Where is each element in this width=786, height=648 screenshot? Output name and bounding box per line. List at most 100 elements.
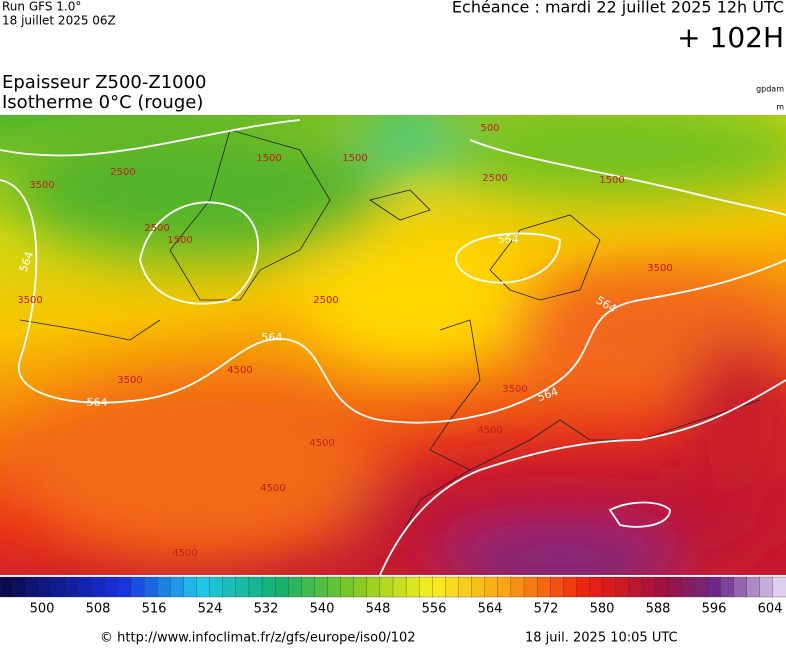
colorbar: 500 508 516 524 532 540 548 556 564 572 580 588 596 6… [0,576,786,617]
colorbar-swatch [209,576,224,598]
colorbar-tick-label: 524 [198,602,223,617]
colorbar-swatch [78,576,93,598]
thickness-label: 564 [262,331,283,344]
colorbar-swatch [26,576,40,598]
colorbar-swatch [235,576,250,598]
colorbar-swatch [707,576,722,598]
colorbar-tick-label: 532 [254,602,279,617]
colorbar-swatch [615,576,630,598]
colorbar-swatch [694,576,709,598]
colorbar-tick-label: 604 [758,602,783,617]
isotherm-label: 4500 [309,438,334,449]
colorbar-swatch [379,576,394,598]
colorbar-swatch [641,576,656,598]
run: Run GFS 1.0° [2,0,81,14]
isotherm-label: 3500 [647,263,672,274]
colorbar-swatch [183,576,198,598]
colorbar-swatch [170,576,185,598]
colorbar-swatch [772,576,786,598]
isotherm-label: 1500 [342,153,367,164]
colorbar-swatch [65,576,80,598]
colorbar-swatch [458,576,473,598]
colorbar-swatch [550,576,564,598]
colorbar-swatch [39,576,54,598]
isotherm-label: 3500 [29,180,54,191]
colorbar-swatch [602,576,617,598]
colorbar-swatch [0,576,14,598]
isotherm-label: 1500 [599,175,624,186]
lead-time: + 102H [677,21,784,54]
colorbar-swatch [746,576,761,598]
thickness-label: 564 [87,396,108,409]
colorbar-swatch [130,576,145,598]
colorbar-swatch [353,576,368,598]
generated: 18 juil. 2025 10:05 UTC [525,631,678,646]
colorbar-swatch [288,576,302,598]
colorbar-swatch [104,576,119,598]
isotherm-label: 3500 [117,375,142,386]
colorbar-swatch [536,576,551,598]
colorbar-swatch [720,576,735,598]
colorbar-swatch [248,576,263,598]
colorbar-swatch [523,576,538,598]
colorbar-tick-label: 556 [422,602,447,617]
colorbar-swatch [157,576,171,598]
colorbar-tick-label: 500 [30,602,55,617]
colorbar-swatch [274,576,289,598]
isotherm-label: 3500 [17,295,42,306]
thickness-contours [0,119,786,575]
colorbar-swatch [52,576,67,598]
colorbar-swatch [91,576,106,598]
colorbar-swatch [733,576,748,598]
colorbar-tick-label: 580 [590,602,615,617]
isotherm-label: 3500 [502,384,527,395]
isotherm-label: 4500 [477,425,502,436]
isotherm-label: 4500 [172,548,197,559]
colorbar-tick-label: 548 [366,602,391,617]
isotherm-label: 2500 [313,295,338,306]
colorbar-swatch [12,576,27,598]
colorbar-swatch [667,576,682,598]
colorbar-swatch [654,576,669,598]
colorbar-swatch [327,576,342,598]
colorbar-swatch [576,576,591,598]
colorbar-swatch [563,576,578,598]
unit: m [776,103,784,112]
colorbar-tick-label: 540 [310,602,335,617]
unit: gpdam [756,85,784,94]
colorbar-swatch [143,576,158,598]
colorbar-swatch [471,576,486,598]
colorbar-tick-label: 564 [478,602,503,617]
isotherm-label: 2500 [482,173,507,184]
map: 5645645645645645642500250025002500350035… [0,115,786,575]
colorbar-swatch [261,576,276,598]
isotherm-label: 1500 [256,153,281,164]
colorbar-swatch [681,576,695,598]
colorbar-swatch [117,576,132,598]
isotherm-label: 4500 [227,365,252,376]
thickness-label: 564 [498,233,519,246]
isotherm-label: 1500 [167,235,192,246]
colorbar-tick-label: 588 [646,602,671,617]
colorbar-swatch [510,576,525,598]
colorbar-swatch [366,576,381,598]
colorbar-swatch [497,576,512,598]
isotherm-label: 2500 [144,223,169,234]
colorbar-swatch [628,576,643,598]
colorbar-swatch [759,576,774,598]
colorbar-swatch [484,576,499,598]
isotherm-label: 500 [480,123,499,134]
colorbar-swatch [419,576,433,598]
colorbar-tick-label: 516 [142,602,167,617]
title-line: Isotherme 0°C (rouge) [2,92,203,113]
colorbar-tick-label: 596 [702,602,727,617]
map-fields [10,115,786,575]
colorbar-swatch [589,576,604,598]
isotherm-label: 2500 [110,167,135,178]
colorbar-swatch [222,576,237,598]
colorbar-swatch [196,576,211,598]
colorbar-swatch [445,576,460,598]
colorbar-swatch [340,576,355,598]
colorbar-tick-label: 508 [86,602,111,617]
